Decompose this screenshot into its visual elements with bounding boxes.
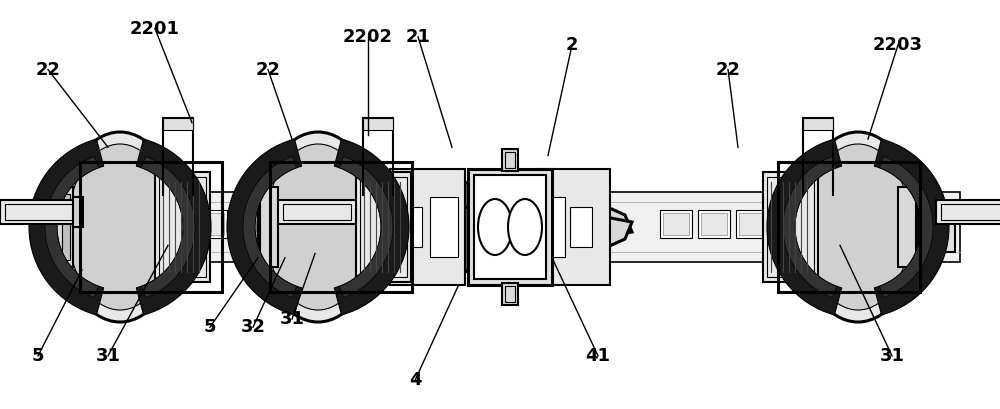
Wedge shape bbox=[227, 139, 302, 315]
Bar bbox=[5, 204, 73, 220]
Polygon shape bbox=[388, 207, 468, 272]
Bar bbox=[468, 169, 552, 285]
Bar bbox=[283, 204, 351, 220]
Text: 41: 41 bbox=[586, 347, 610, 365]
Bar bbox=[739, 213, 765, 235]
Text: 31: 31 bbox=[96, 347, 120, 365]
Bar bbox=[313, 213, 339, 235]
Bar bbox=[941, 204, 1000, 220]
Text: 22: 22 bbox=[716, 61, 740, 79]
Bar bbox=[430, 197, 458, 257]
Bar bbox=[535, 169, 610, 285]
Bar bbox=[701, 213, 727, 235]
Bar bbox=[260, 187, 278, 267]
Bar bbox=[348, 210, 380, 238]
Bar bbox=[155, 172, 210, 282]
Bar bbox=[310, 210, 342, 238]
Bar bbox=[80, 162, 222, 292]
Polygon shape bbox=[388, 182, 468, 247]
Polygon shape bbox=[552, 182, 632, 247]
Wedge shape bbox=[45, 157, 98, 297]
Ellipse shape bbox=[60, 132, 180, 322]
Bar bbox=[270, 210, 302, 238]
Bar bbox=[505, 152, 515, 168]
Ellipse shape bbox=[806, 144, 910, 310]
Text: 2: 2 bbox=[566, 36, 578, 54]
Text: 32: 32 bbox=[240, 318, 266, 336]
Bar bbox=[502, 283, 518, 305]
Bar bbox=[390, 169, 465, 285]
Text: 5: 5 bbox=[32, 347, 44, 365]
Bar bbox=[502, 149, 518, 171]
Bar bbox=[159, 177, 206, 277]
Wedge shape bbox=[136, 139, 211, 315]
Bar bbox=[35, 202, 57, 252]
Ellipse shape bbox=[258, 132, 378, 322]
Bar bbox=[73, 197, 83, 227]
Wedge shape bbox=[880, 157, 933, 297]
Wedge shape bbox=[243, 157, 296, 297]
Bar bbox=[62, 194, 70, 260]
Bar bbox=[400, 207, 422, 247]
Text: 5: 5 bbox=[204, 318, 216, 336]
Bar bbox=[803, 118, 833, 130]
Text: 22: 22 bbox=[256, 61, 280, 79]
Wedge shape bbox=[783, 157, 836, 297]
Bar bbox=[505, 286, 515, 302]
Polygon shape bbox=[405, 177, 460, 277]
Text: 2203: 2203 bbox=[873, 36, 923, 54]
Bar bbox=[163, 118, 193, 130]
Wedge shape bbox=[874, 139, 949, 315]
Text: 22: 22 bbox=[36, 61, 60, 79]
Text: 31: 31 bbox=[880, 347, 904, 365]
Text: 2202: 2202 bbox=[343, 28, 393, 46]
Bar bbox=[698, 210, 730, 238]
Bar bbox=[351, 213, 377, 235]
Bar bbox=[663, 213, 689, 235]
Wedge shape bbox=[340, 157, 393, 297]
Bar bbox=[360, 177, 407, 277]
Ellipse shape bbox=[478, 199, 512, 255]
Bar bbox=[356, 172, 411, 282]
Bar bbox=[936, 200, 1000, 224]
Wedge shape bbox=[29, 139, 104, 315]
Bar bbox=[474, 175, 546, 279]
Ellipse shape bbox=[68, 144, 172, 310]
Text: 2201: 2201 bbox=[130, 20, 180, 38]
Text: 21: 21 bbox=[406, 28, 430, 46]
Bar bbox=[778, 162, 920, 292]
Wedge shape bbox=[142, 157, 195, 297]
Bar bbox=[55, 192, 960, 262]
Bar bbox=[235, 213, 261, 235]
Bar bbox=[933, 202, 955, 252]
Wedge shape bbox=[334, 139, 409, 315]
Bar bbox=[232, 210, 264, 238]
Bar bbox=[660, 210, 692, 238]
Ellipse shape bbox=[798, 132, 918, 322]
Polygon shape bbox=[552, 207, 632, 272]
Bar bbox=[736, 210, 768, 238]
Bar bbox=[195, 210, 227, 238]
Text: 4: 4 bbox=[409, 371, 421, 389]
Bar bbox=[545, 197, 565, 257]
Bar bbox=[767, 177, 814, 277]
Bar bbox=[198, 213, 224, 235]
Bar bbox=[918, 192, 933, 262]
Bar bbox=[273, 213, 299, 235]
Bar bbox=[763, 172, 818, 282]
Wedge shape bbox=[767, 139, 842, 315]
Bar bbox=[0, 200, 78, 224]
Ellipse shape bbox=[508, 199, 542, 255]
Bar bbox=[55, 187, 73, 267]
Ellipse shape bbox=[266, 144, 370, 310]
Bar bbox=[270, 162, 412, 292]
Bar bbox=[363, 118, 393, 130]
Bar bbox=[898, 187, 916, 267]
Bar bbox=[570, 207, 592, 247]
Bar bbox=[278, 200, 356, 224]
Text: 31: 31 bbox=[280, 310, 304, 328]
